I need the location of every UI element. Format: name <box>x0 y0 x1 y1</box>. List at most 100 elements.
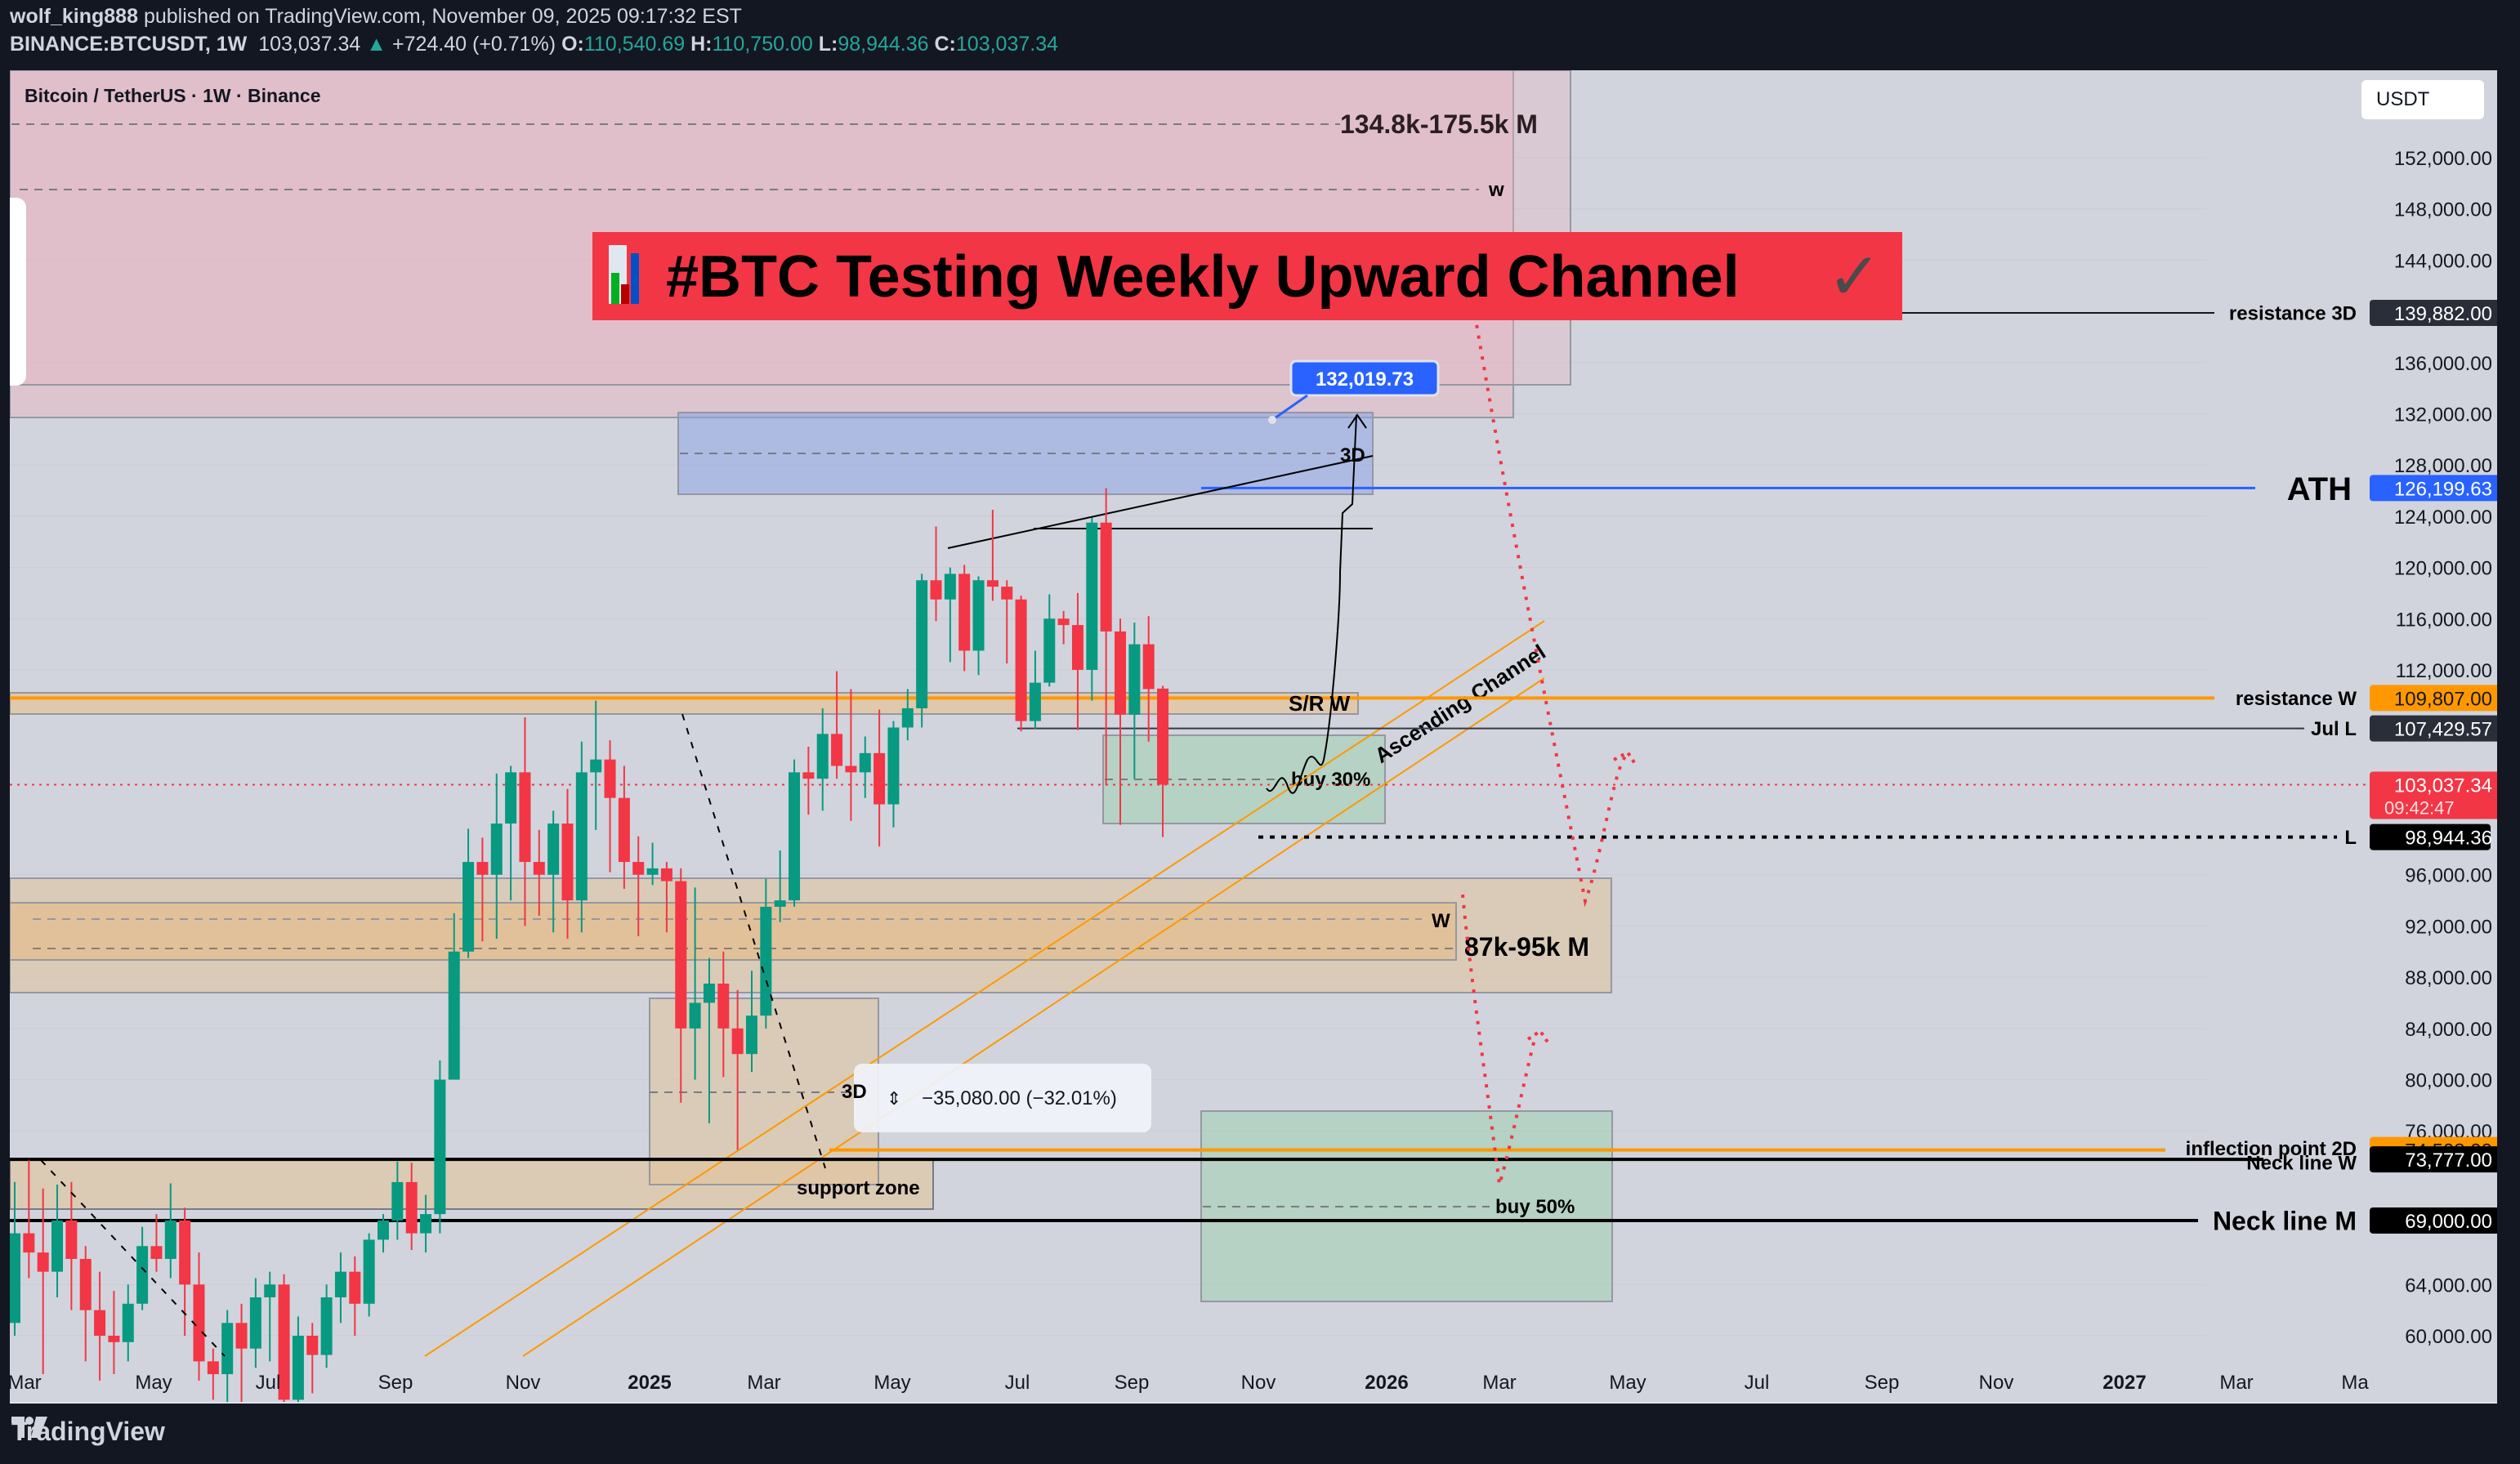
candle-body[interactable] <box>575 772 588 901</box>
candle-body[interactable] <box>164 1220 176 1259</box>
candle-body[interactable] <box>37 1252 49 1272</box>
candle-body[interactable] <box>789 772 801 901</box>
price-badge[interactable] <box>2370 299 2497 326</box>
price-badge[interactable] <box>2370 1207 2497 1234</box>
candle-body[interactable] <box>363 1239 375 1304</box>
candle-body[interactable] <box>958 574 971 651</box>
candle-body[interactable] <box>604 759 616 798</box>
candle-body[interactable] <box>264 1284 276 1297</box>
candle-body[interactable] <box>434 1079 446 1215</box>
candle-body[interactable] <box>972 580 985 651</box>
candle-body[interactable] <box>802 772 815 779</box>
candle-body[interactable] <box>746 1015 757 1055</box>
last-price-badge[interactable] <box>2370 771 2497 819</box>
chart-pane[interactable]: 134.8k-175.5k M w W 87k-95k M support zone bu… <box>10 70 2497 1404</box>
candle-body[interactable] <box>150 1246 163 1259</box>
candle-body[interactable] <box>122 1303 134 1342</box>
candle-body[interactable] <box>831 734 843 766</box>
candle-body[interactable] <box>916 580 928 708</box>
candle-body[interactable] <box>505 772 517 824</box>
currency-button[interactable]: USDT <box>2361 80 2484 119</box>
candle-body[interactable] <box>731 1028 744 1055</box>
price-badge[interactable] <box>2370 715 2497 742</box>
price-badge[interactable] <box>2370 475 2497 502</box>
candle-body[interactable] <box>320 1297 333 1355</box>
trendline-dashed[interactable] <box>40 1159 226 1357</box>
candle-body[interactable] <box>51 1220 64 1272</box>
candle-body[interactable] <box>378 1220 389 1240</box>
trendline-dashed[interactable] <box>681 713 826 1169</box>
candle-body[interactable] <box>334 1271 346 1297</box>
candle-body[interactable] <box>618 797 630 863</box>
candle-body[interactable] <box>136 1246 149 1304</box>
candle-body[interactable] <box>221 1323 234 1375</box>
candle-body[interactable] <box>689 1002 701 1029</box>
projected-path-up[interactable] <box>1266 414 1357 794</box>
candle-body[interactable] <box>462 862 475 952</box>
candle-body[interactable] <box>193 1284 205 1362</box>
candle-body[interactable] <box>405 1181 418 1234</box>
candle-body[interactable] <box>23 1233 35 1253</box>
candle-body[interactable] <box>1001 587 1013 600</box>
candle-body[interactable] <box>816 734 829 779</box>
candle-body[interactable] <box>930 580 942 600</box>
candle-body[interactable] <box>561 824 574 901</box>
candle-body[interactable] <box>476 862 489 875</box>
candle-body[interactable] <box>874 752 886 805</box>
candle-body[interactable] <box>1086 522 1098 670</box>
tradingview-logo[interactable]: TradingView <box>11 1417 165 1447</box>
candle-body[interactable] <box>774 900 786 907</box>
chart-canvas[interactable]: 134.8k-175.5k M w W 87k-95k M support zone bu… <box>10 70 2497 1404</box>
candle-body[interactable] <box>1057 618 1070 626</box>
candle-body[interactable] <box>94 1310 106 1337</box>
candle-body[interactable] <box>859 752 871 773</box>
candle-body[interactable] <box>249 1297 261 1349</box>
price-badge[interactable] <box>2370 685 2497 712</box>
zone-134k-175k-monthly[interactable] <box>10 70 1571 386</box>
candle-body[interactable] <box>306 1336 319 1355</box>
candle-body[interactable] <box>235 1323 248 1349</box>
candle-body[interactable] <box>490 824 503 875</box>
ascending-channel-upper[interactable] <box>424 620 1545 1357</box>
candle-body[interactable] <box>675 881 687 1029</box>
candle-body[interactable] <box>717 983 730 1029</box>
candle-body[interactable] <box>887 727 900 805</box>
candle-body[interactable] <box>1071 625 1084 670</box>
candle-body[interactable] <box>519 772 531 863</box>
candle-body[interactable] <box>533 862 545 875</box>
candle-body[interactable] <box>1157 688 1169 785</box>
zone-w-inner[interactable] <box>10 902 1457 961</box>
candle-body[interactable] <box>349 1271 361 1304</box>
candle-body[interactable] <box>632 862 645 875</box>
candle-body[interactable] <box>703 983 715 1003</box>
scenario-path-dotted[interactable] <box>1461 314 1628 1185</box>
candle-body[interactable] <box>420 1214 432 1234</box>
price-badge[interactable] <box>2370 1146 2497 1173</box>
candle-body[interactable] <box>660 868 672 882</box>
candle-body[interactable] <box>391 1181 404 1221</box>
author-name[interactable]: wolf_king888 <box>10 5 138 28</box>
candle-body[interactable] <box>1100 522 1112 632</box>
candle-body[interactable] <box>760 906 772 1016</box>
zone-87k-95k-monthly[interactable] <box>10 877 1612 993</box>
candle-body[interactable] <box>448 951 460 1080</box>
candle-body[interactable] <box>179 1220 191 1285</box>
candle-body[interactable] <box>1029 682 1041 721</box>
candle-body[interactable] <box>590 759 602 773</box>
candle-body[interactable] <box>845 765 857 773</box>
zone-sr-w[interactable] <box>10 692 1359 715</box>
candle-body[interactable] <box>901 707 914 728</box>
candle-body[interactable] <box>1043 618 1056 683</box>
candle-body[interactable] <box>79 1258 92 1310</box>
candle-body[interactable] <box>1115 631 1126 715</box>
candle-body[interactable] <box>646 868 659 875</box>
candle-body[interactable] <box>547 824 560 875</box>
candle-body[interactable] <box>944 574 956 600</box>
candle-body[interactable] <box>1128 644 1141 715</box>
candle-body[interactable] <box>65 1220 78 1259</box>
candle-body[interactable] <box>10 1233 20 1323</box>
price-badge[interactable] <box>2370 824 2491 850</box>
ascending-channel-lower[interactable] <box>522 677 1545 1357</box>
candle-body[interactable] <box>1142 644 1155 690</box>
candle-body[interactable] <box>986 580 999 587</box>
